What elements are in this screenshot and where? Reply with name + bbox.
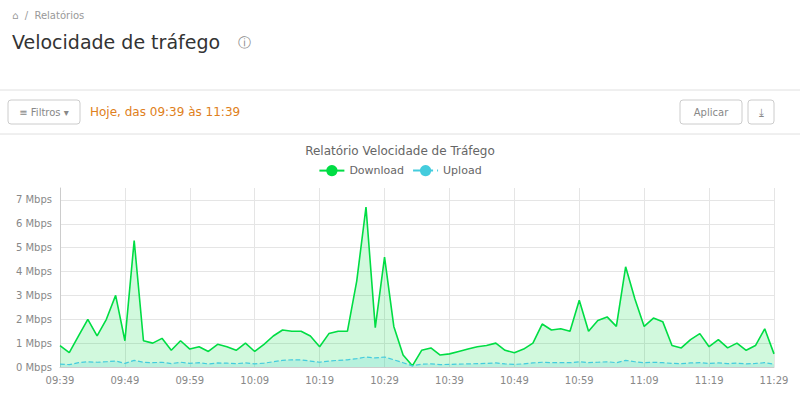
svg-text:6 Mbps: 6 Mbps bbox=[16, 218, 52, 229]
svg-text:7 Mbps: 7 Mbps bbox=[16, 194, 52, 205]
svg-text:Upload: Upload bbox=[443, 164, 482, 177]
svg-text:11:09: 11:09 bbox=[630, 375, 659, 386]
svg-text:09:59: 09:59 bbox=[175, 375, 204, 386]
svg-text:1 Mbps: 1 Mbps bbox=[16, 338, 52, 349]
svg-text:Relatório Velocidade de Tráfeg: Relatório Velocidade de Tráfego bbox=[305, 144, 495, 158]
svg-text:Hoje, das 09:39 às 11:39: Hoje, das 09:39 às 11:39 bbox=[90, 105, 240, 119]
svg-text:≡ Filtros ▾: ≡ Filtros ▾ bbox=[19, 107, 68, 118]
svg-text:11:19: 11:19 bbox=[695, 375, 724, 386]
svg-text:09:39: 09:39 bbox=[46, 375, 75, 386]
svg-text:ⓘ: ⓘ bbox=[238, 35, 251, 50]
svg-text:Velocidade de tráfego: Velocidade de tráfego bbox=[12, 31, 220, 53]
svg-text:10:19: 10:19 bbox=[305, 375, 334, 386]
svg-text:10:29: 10:29 bbox=[370, 375, 399, 386]
svg-text:⤓: ⤓ bbox=[759, 106, 764, 119]
svg-text:11:29: 11:29 bbox=[760, 375, 789, 386]
svg-text:10:49: 10:49 bbox=[500, 375, 529, 386]
svg-text:10:59: 10:59 bbox=[565, 375, 594, 386]
svg-text:5 Mbps: 5 Mbps bbox=[16, 242, 52, 253]
svg-text:⌂ / Relatórios: ⌂ / Relatórios bbox=[12, 10, 84, 21]
svg-text:3 Mbps: 3 Mbps bbox=[16, 290, 52, 301]
svg-text:4 Mbps: 4 Mbps bbox=[16, 266, 52, 277]
svg-text:Download: Download bbox=[349, 164, 404, 177]
svg-text:10:39: 10:39 bbox=[435, 375, 464, 386]
svg-text:10:09: 10:09 bbox=[240, 375, 269, 386]
svg-text:0 Mbps: 0 Mbps bbox=[16, 362, 52, 373]
svg-text:Aplicar: Aplicar bbox=[694, 107, 729, 118]
svg-text:09:49: 09:49 bbox=[110, 375, 139, 386]
svg-text:2 Mbps: 2 Mbps bbox=[16, 314, 52, 325]
